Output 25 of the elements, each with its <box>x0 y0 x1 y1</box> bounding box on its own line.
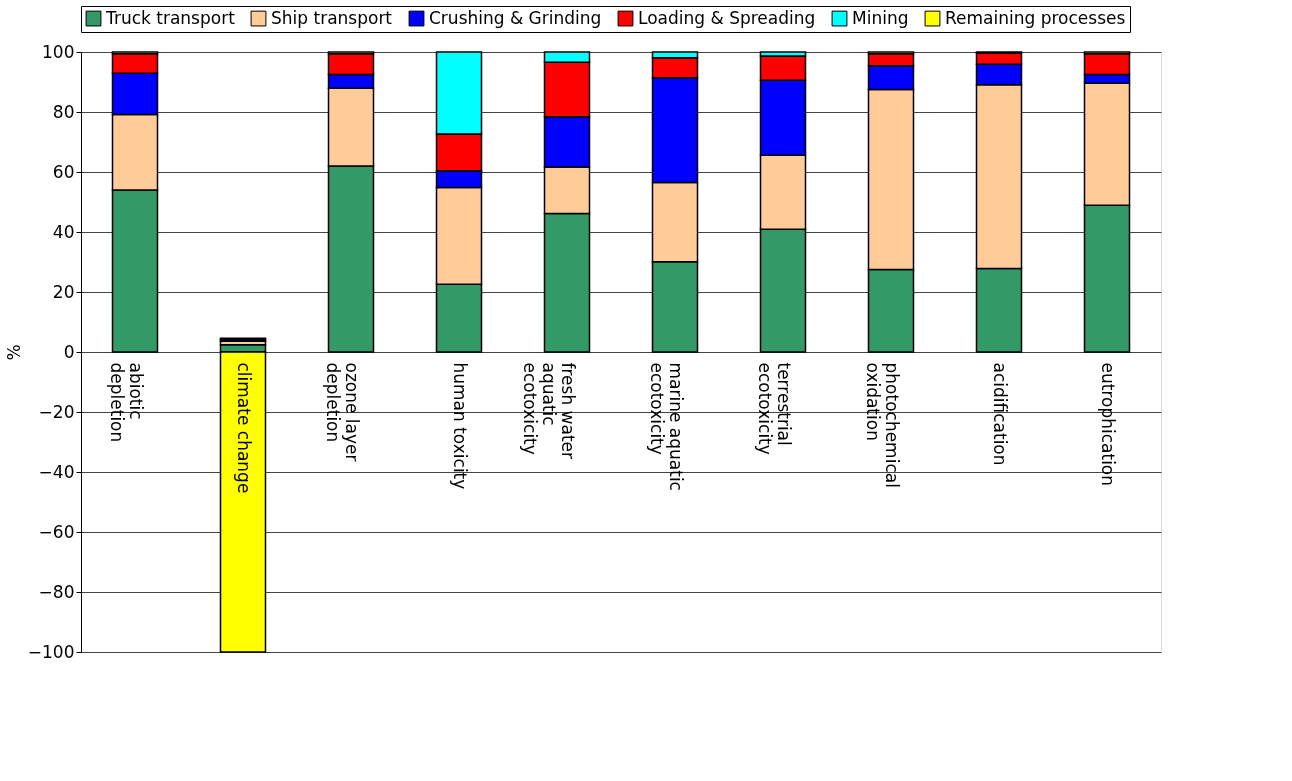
legend-label: Remaining processes <box>945 7 1126 28</box>
y-tick-label: 40 <box>52 221 75 242</box>
legend-label: Mining <box>852 7 909 28</box>
x-tick-label: acidification <box>990 362 1010 466</box>
x-tick-label: photochemical oxidation <box>863 362 902 488</box>
y-tick-label: 100 <box>42 41 75 62</box>
x-tick-label: eutrophication <box>1098 362 1118 487</box>
x-tick-label: climate change <box>234 362 254 494</box>
y-tick-label: −20 <box>38 401 75 422</box>
legend-label: Crushing & Grinding <box>429 7 602 28</box>
y-tick-label: −40 <box>38 461 75 482</box>
y-tick-label: −60 <box>38 521 75 542</box>
y-tick-label: 80 <box>52 101 75 122</box>
x-tick-label: ozone layer depletion <box>323 362 362 462</box>
y-axis-title: % <box>3 344 24 361</box>
x-tick-label: abiotic depletion <box>107 362 146 443</box>
legend-label: Ship transport <box>271 7 393 28</box>
y-tick-label: 60 <box>52 161 75 182</box>
y-tick-label: −80 <box>38 581 75 602</box>
y-tick-label: −100 <box>27 641 75 662</box>
y-tick-label: 0 <box>63 341 75 362</box>
y-tick-label: 20 <box>52 281 75 302</box>
legend-label: Truck transport <box>105 7 236 28</box>
x-tick-label: human toxicity <box>450 362 470 490</box>
legend-label: Loading & Spreading <box>638 7 816 28</box>
